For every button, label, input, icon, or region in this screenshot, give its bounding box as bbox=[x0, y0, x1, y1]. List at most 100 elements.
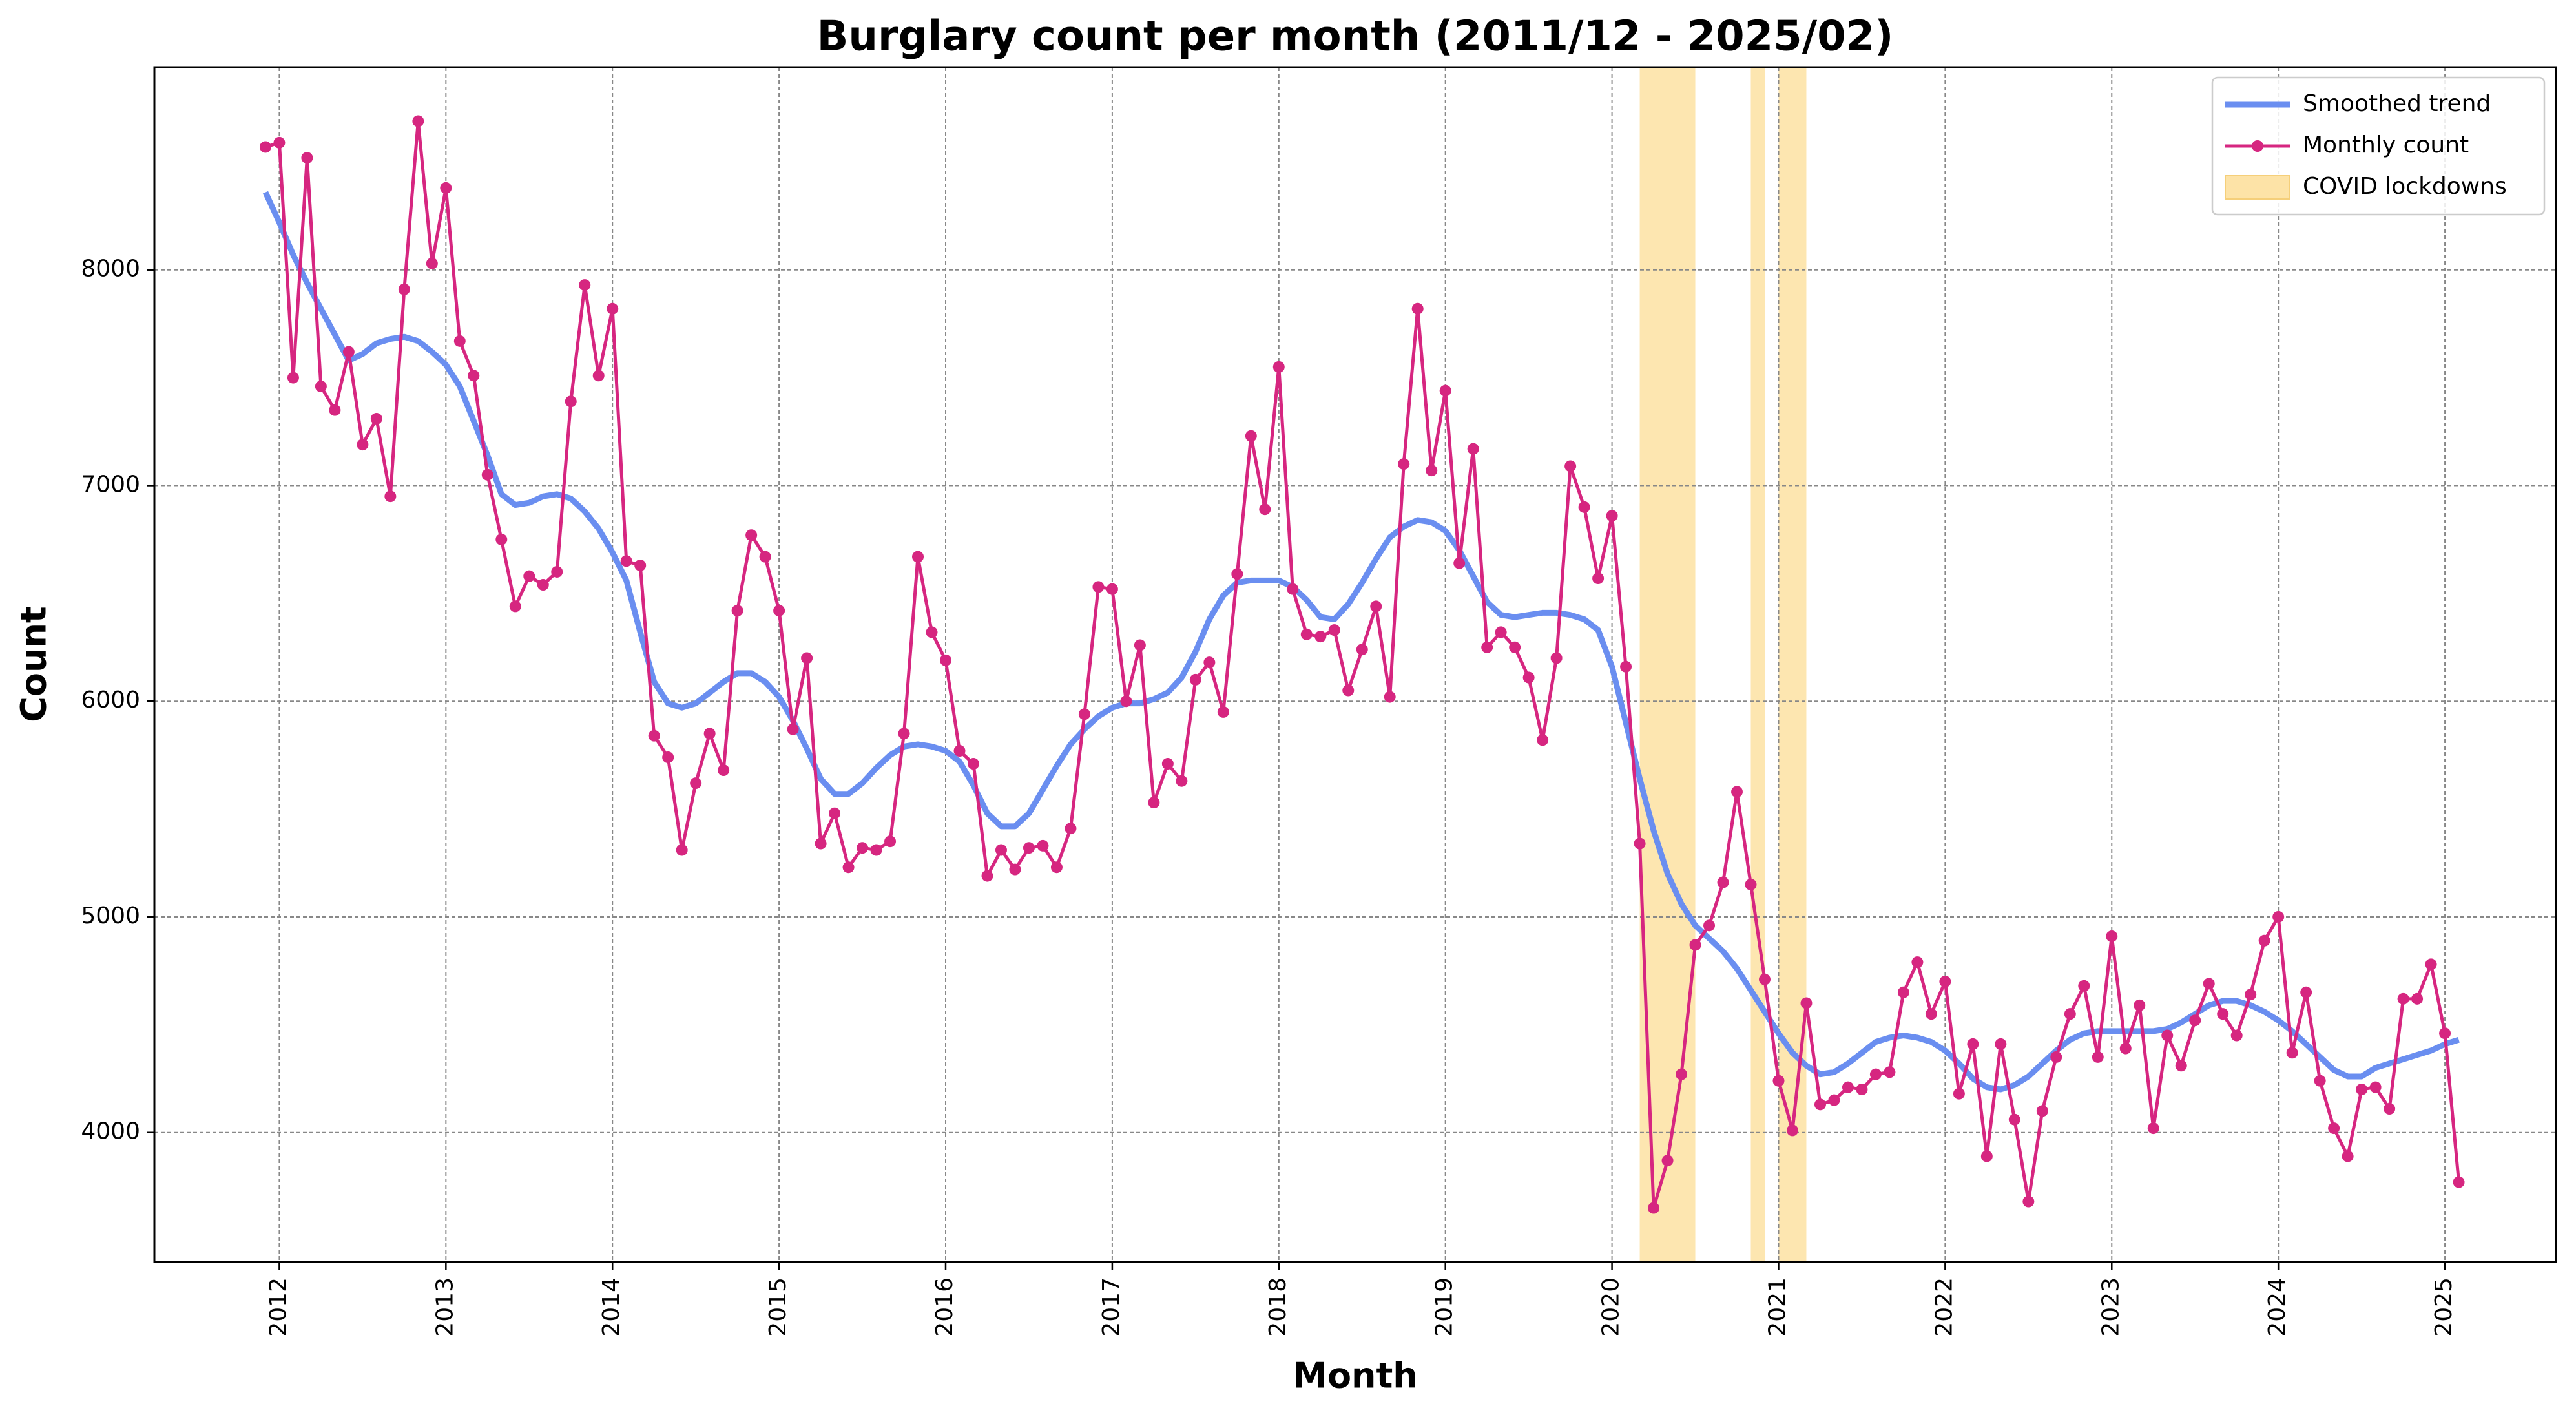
data-point bbox=[1661, 1155, 1674, 1167]
data-point bbox=[453, 335, 466, 347]
data-point bbox=[412, 115, 424, 127]
data-point bbox=[1564, 460, 1577, 472]
data-point bbox=[829, 807, 841, 819]
data-point bbox=[1758, 973, 1771, 985]
data-point bbox=[1634, 837, 1646, 850]
data-point bbox=[981, 870, 993, 882]
legend-box bbox=[2211, 76, 2546, 216]
data-point bbox=[1120, 695, 1132, 708]
data-point bbox=[1342, 684, 1355, 697]
data-point bbox=[745, 529, 758, 541]
data-point bbox=[1842, 1081, 1854, 1093]
data-point bbox=[565, 395, 577, 408]
x-tick-label: 2015 bbox=[765, 1277, 791, 1337]
data-point bbox=[1287, 583, 1299, 595]
data-point bbox=[2203, 978, 2215, 990]
data-point bbox=[1106, 583, 1118, 595]
data-point bbox=[1328, 624, 1340, 636]
data-point bbox=[2092, 1051, 2104, 1063]
x-tick-label: 2020 bbox=[1598, 1277, 1625, 1337]
data-point bbox=[1356, 644, 1368, 656]
data-point bbox=[2384, 1103, 2396, 1115]
data-point bbox=[2258, 934, 2270, 947]
data-point bbox=[1980, 1150, 1993, 1162]
x-tick-label: 2013 bbox=[431, 1277, 458, 1337]
y-tick-label: 5000 bbox=[81, 903, 140, 929]
data-point bbox=[398, 283, 410, 295]
data-point bbox=[1967, 1038, 1979, 1050]
data-point bbox=[2397, 992, 2409, 1005]
data-point bbox=[1814, 1098, 1826, 1111]
data-point bbox=[1065, 823, 1077, 835]
data-point bbox=[773, 605, 785, 617]
data-point bbox=[426, 257, 438, 269]
data-point bbox=[953, 745, 966, 757]
data-point bbox=[1884, 1066, 1896, 1078]
data-point bbox=[1453, 557, 1466, 569]
data-point bbox=[1550, 652, 1563, 664]
data-point bbox=[1939, 976, 1951, 988]
series-line bbox=[262, 191, 2460, 1093]
data-point bbox=[2106, 930, 2118, 943]
data-point bbox=[1676, 1068, 1688, 1080]
data-point bbox=[842, 861, 855, 874]
data-point bbox=[1745, 878, 1757, 890]
data-point bbox=[1231, 568, 1243, 580]
data-point bbox=[1037, 839, 1049, 852]
legend-label: Monthly count bbox=[2303, 132, 2469, 158]
x-tick-label: 2014 bbox=[598, 1277, 625, 1337]
data-point bbox=[1495, 626, 1507, 638]
data-point bbox=[1522, 671, 1535, 684]
data-point bbox=[2008, 1113, 2020, 1126]
data-point bbox=[2119, 1042, 2132, 1055]
data-point bbox=[2161, 1029, 2174, 1042]
data-point bbox=[995, 844, 1007, 856]
plot-frame bbox=[153, 66, 2557, 1263]
data-point bbox=[2342, 1150, 2354, 1162]
data-point bbox=[940, 654, 952, 666]
x-axis-label: Month bbox=[1293, 1356, 1418, 1396]
data-point bbox=[481, 468, 493, 481]
y-axis-label: Count bbox=[14, 606, 54, 722]
data-point bbox=[537, 579, 549, 591]
data-point bbox=[2314, 1075, 2326, 1087]
data-point bbox=[1537, 734, 1549, 746]
x-tick-label: 2017 bbox=[1098, 1277, 1125, 1337]
data-point bbox=[2036, 1105, 2048, 1117]
data-point bbox=[1217, 706, 1229, 718]
data-point bbox=[662, 751, 674, 764]
data-point bbox=[1314, 631, 1327, 643]
data-point bbox=[1772, 1075, 1785, 1087]
data-point bbox=[2147, 1122, 2159, 1135]
data-point bbox=[2300, 986, 2312, 998]
legend: Smoothed trend Monthly count COVID lockdow… bbox=[2211, 76, 2546, 216]
x-tick-label: 2024 bbox=[2264, 1277, 2290, 1337]
data-point bbox=[607, 302, 619, 315]
data-point bbox=[718, 764, 730, 777]
data-point bbox=[551, 565, 563, 578]
data-point bbox=[2078, 980, 2090, 992]
data-point bbox=[731, 605, 743, 617]
data-point bbox=[1703, 919, 1716, 932]
data-point bbox=[1717, 876, 1729, 888]
data-point bbox=[440, 182, 452, 194]
data-point bbox=[648, 729, 660, 742]
x-tick-label: 2022 bbox=[1931, 1277, 1957, 1337]
x-tick-label: 2021 bbox=[1764, 1277, 1791, 1337]
data-point bbox=[801, 652, 813, 664]
data-point bbox=[1995, 1038, 2007, 1050]
data-point bbox=[898, 728, 910, 740]
data-point bbox=[634, 559, 647, 571]
legend-swatch bbox=[2225, 175, 2290, 200]
data-point bbox=[592, 370, 605, 382]
data-point bbox=[1426, 465, 1438, 477]
data-point bbox=[1050, 861, 1063, 874]
data-point bbox=[509, 600, 521, 613]
data-point bbox=[2425, 958, 2437, 971]
data-point bbox=[287, 372, 299, 384]
data-point bbox=[1203, 656, 1216, 669]
data-point bbox=[2189, 1014, 2201, 1027]
y-tick-label: 6000 bbox=[81, 687, 140, 713]
